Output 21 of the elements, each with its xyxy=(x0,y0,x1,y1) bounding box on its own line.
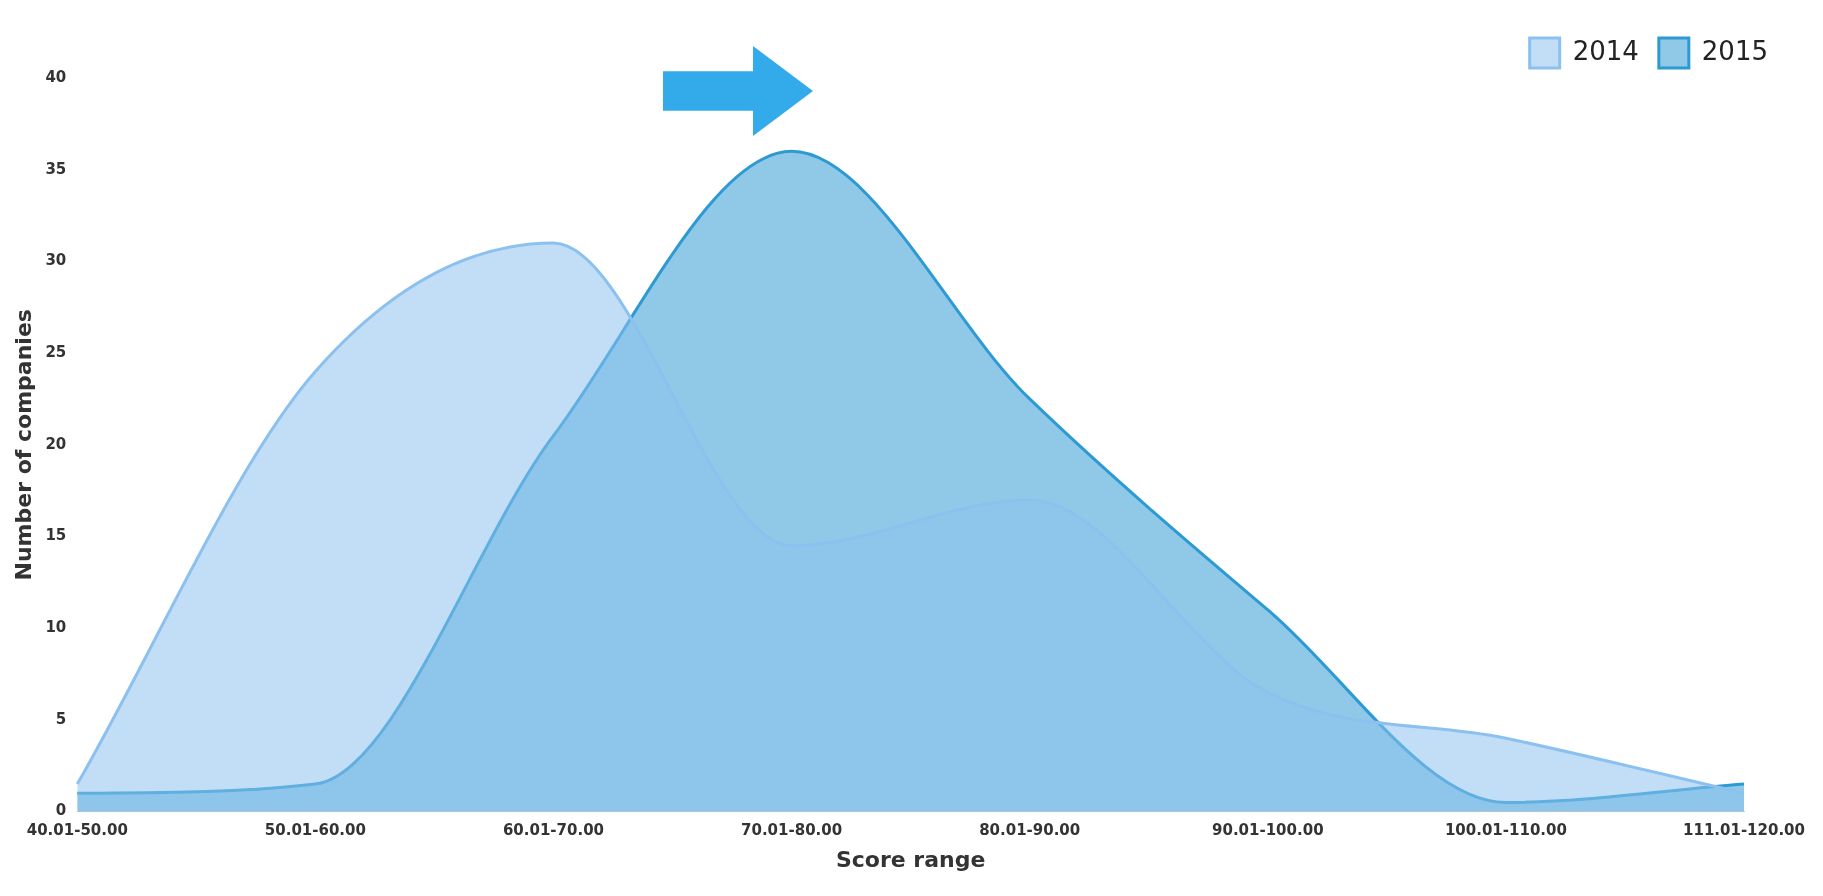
y-tick-label: 0 xyxy=(55,801,67,820)
y-tick-label: 10 xyxy=(45,618,67,637)
y-tick-label: 40 xyxy=(45,67,67,86)
y-tick-label: 35 xyxy=(45,159,67,178)
legend-label: 2015 xyxy=(1701,35,1768,66)
x-axis-title: Score range xyxy=(835,846,986,872)
legend-label: 2014 xyxy=(1572,35,1639,66)
x-tick-label: 90.01-100.00 xyxy=(1212,821,1324,840)
x-tick-label: 100.01-110.00 xyxy=(1444,821,1567,840)
y-tick-label: 15 xyxy=(45,526,67,545)
x-tick-label: 50.01-60.00 xyxy=(264,821,366,840)
x-tick-label: 40.01-50.00 xyxy=(26,821,128,840)
x-tick-label: 70.01-80.00 xyxy=(741,821,843,840)
y-tick-label: 5 xyxy=(55,709,67,728)
y-tick-label: 25 xyxy=(45,342,67,361)
y-tick-label: 20 xyxy=(45,434,67,453)
x-tick-label: 80.01-90.00 xyxy=(979,821,1081,840)
x-tick-label: 60.01-70.00 xyxy=(502,821,605,840)
x-tick-label: 111.01-120.00 xyxy=(1683,821,1805,840)
y-axis-title: Number of companies xyxy=(10,309,36,581)
y-tick-label: 30 xyxy=(45,251,67,270)
